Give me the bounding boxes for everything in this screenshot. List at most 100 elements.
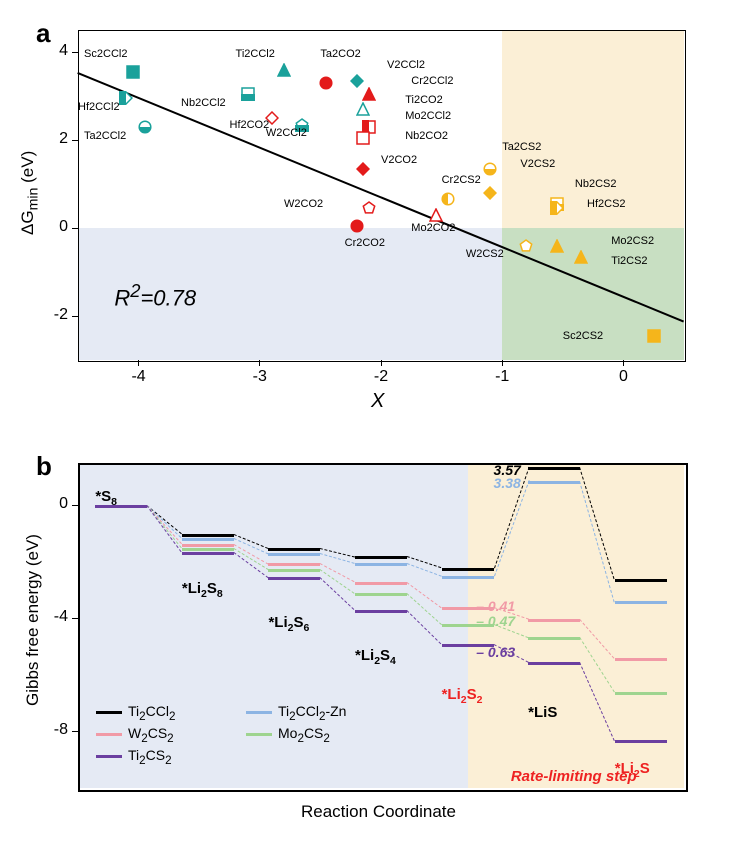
scatter-point	[350, 74, 364, 88]
panel-b-ytick	[72, 505, 78, 506]
scatter-point	[119, 91, 133, 105]
panel-a-xtick	[259, 360, 260, 366]
legend-item: Ti2CCl2-Zn	[246, 703, 346, 723]
energy-step	[442, 568, 494, 571]
figure-root: -4-3-2-10-2024XΔGmin (eV)aR2=0.78Sc2CCl2…	[0, 0, 734, 847]
energy-step	[355, 582, 407, 585]
energy-step	[442, 576, 494, 579]
energy-step	[182, 548, 234, 551]
panel-b-xlabel: Reaction Coordinate	[301, 802, 456, 822]
energy-step	[182, 544, 234, 547]
scatter-point-label: Hf2CCl2	[78, 101, 120, 113]
energy-step	[528, 637, 580, 640]
scatter-point-label: Cr2CCl2	[411, 75, 453, 87]
scatter-point	[350, 219, 364, 233]
panel-b-legend: Ti2CCl2 Ti2CCl2-Zn W2CS2 Mo2CS2 Ti2CS2	[96, 703, 416, 783]
panel-a-xtick-label: -3	[250, 368, 270, 386]
barrier-value-label: – 0.63	[476, 644, 515, 660]
panel-a-xtick-label: -4	[129, 368, 149, 386]
scatter-point-label: Hf2CS2	[587, 198, 626, 210]
panel-a-xlabel: X	[371, 390, 384, 413]
energy-step	[528, 662, 580, 665]
energy-step	[615, 579, 667, 582]
energy-step	[355, 593, 407, 596]
scatter-point	[483, 186, 497, 200]
species-label: *Li2S8	[182, 580, 223, 600]
scatter-point-label: Ti2CCl2	[236, 48, 275, 60]
scatter-point-label: Mo2CS2	[611, 235, 654, 247]
scatter-point	[241, 87, 255, 101]
energy-step	[268, 553, 320, 556]
scatter-point-label: Nb2CS2	[575, 178, 617, 190]
panel-a-ytick	[72, 52, 78, 53]
panel-b-ylabel: Gibbs free energy (eV)	[23, 534, 43, 706]
scatter-point	[362, 87, 376, 101]
scatter-point-label: Cr2CO2	[345, 237, 385, 249]
scatter-point	[441, 192, 455, 206]
panel-b-ytick	[72, 731, 78, 732]
legend-item: Mo2CS2	[246, 725, 330, 745]
energy-step	[355, 556, 407, 559]
species-label: *S8	[95, 488, 117, 508]
energy-step	[182, 534, 234, 537]
panel-a-ylabel: ΔGmin (eV)	[18, 151, 41, 235]
energy-step	[355, 610, 407, 613]
scatter-point	[429, 208, 443, 222]
scatter-point-label: Cr2CS2	[442, 174, 481, 186]
barrier-value-label: 3.38	[494, 475, 521, 491]
scatter-point-label: Ti2CO2	[405, 94, 443, 106]
scatter-point	[519, 239, 533, 253]
panel-a-r2-label: R2=0.78	[114, 280, 196, 311]
legend-item: Ti2CS2	[96, 747, 172, 767]
legend-item: Ti2CCl2	[96, 703, 175, 723]
species-label: *Li2S2	[442, 686, 483, 706]
energy-step	[528, 481, 580, 484]
energy-step	[268, 569, 320, 572]
energy-step	[528, 467, 580, 470]
scatter-point-label: Nb2CCl2	[181, 97, 226, 109]
scatter-point	[277, 63, 291, 77]
legend-item: W2CS2	[96, 725, 174, 745]
panel-b-ytick	[72, 618, 78, 619]
energy-step	[268, 548, 320, 551]
scatter-point-label: V2CS2	[520, 158, 555, 170]
panel-a-ytick-label: 0	[59, 218, 68, 236]
panel-a-xtick-label: -1	[492, 368, 512, 386]
energy-step	[268, 577, 320, 580]
scatter-point-label: W2CS2	[466, 248, 504, 260]
energy-step	[268, 563, 320, 566]
species-label: *Li2S4	[355, 647, 396, 667]
scatter-point-label: Sc2CS2	[563, 330, 603, 342]
scatter-point-label: V2CCl2	[387, 59, 425, 71]
panel-b-ytick-label: -8	[54, 721, 68, 739]
scatter-point	[356, 131, 370, 145]
panel-a-xtick-label: 0	[613, 368, 633, 386]
scatter-point-label: Ti2CS2	[611, 255, 647, 267]
scatter-point-label: Ta2CS2	[502, 141, 541, 153]
scatter-point-label: Sc2CCl2	[84, 48, 127, 60]
panel-a-xtick	[623, 360, 624, 366]
scatter-point-label: W2CO2	[284, 198, 323, 210]
panel-a-xtick	[502, 360, 503, 366]
scatter-point	[356, 162, 370, 176]
panel-b-tag: b	[36, 451, 52, 482]
species-label: *Li2S6	[268, 614, 309, 634]
barrier-value-label: – 0.47	[476, 613, 515, 629]
scatter-point	[574, 250, 588, 264]
barrier-value-label: – 0.41	[476, 598, 515, 614]
panel-a-ytick-label: 2	[59, 130, 68, 148]
scatter-point	[550, 201, 564, 215]
energy-step	[615, 692, 667, 695]
scatter-point-label: W2CCl2	[266, 127, 307, 139]
scatter-point	[550, 239, 564, 253]
scatter-point-label: Mo2CCl2	[405, 110, 451, 122]
energy-step	[182, 538, 234, 541]
scatter-point	[647, 329, 661, 343]
scatter-point-label: Nb2CO2	[405, 130, 448, 142]
species-label: *LiS	[528, 704, 557, 721]
energy-step	[182, 552, 234, 555]
scatter-point-label: Hf2CO2	[230, 119, 270, 131]
scatter-point	[483, 162, 497, 176]
energy-step	[615, 740, 667, 743]
energy-step	[615, 601, 667, 604]
